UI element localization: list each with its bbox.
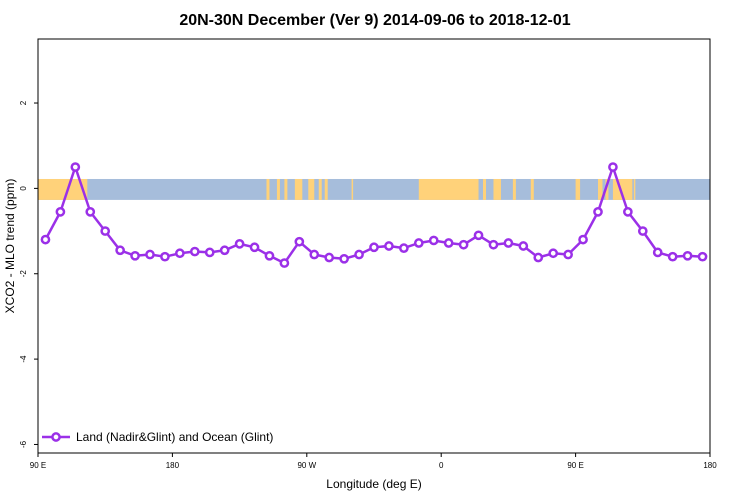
data-point (533, 252, 544, 263)
data-point (189, 246, 200, 257)
data-point (160, 251, 170, 262)
x-tick-label: 90 W (297, 461, 316, 470)
land-segment (308, 178, 315, 200)
data-point (324, 252, 335, 263)
data-point (608, 162, 618, 172)
land-segment (324, 178, 328, 200)
x-tick-label: 0 (439, 461, 444, 470)
land-segment (575, 178, 581, 200)
series-layer (40, 162, 708, 268)
data-point (55, 207, 66, 217)
data-point (488, 239, 499, 250)
data-point (249, 242, 260, 253)
data-point (204, 247, 215, 258)
x-tick-label: 90 E (567, 461, 583, 470)
y-axis: 2 0 -2 -4 -6 (19, 100, 38, 448)
data-point (100, 226, 111, 236)
y-tick-label: 0 (19, 186, 28, 191)
land-segment (483, 178, 486, 200)
data-point (503, 238, 514, 248)
land-segment (294, 178, 303, 200)
data-point (234, 239, 245, 249)
data-point (399, 243, 409, 253)
land-segment (598, 178, 603, 200)
data-point (473, 230, 484, 241)
data-point (115, 245, 125, 256)
data-point (279, 258, 290, 268)
x-axis-label: Longitude (deg E) (326, 477, 421, 491)
data-point (428, 235, 439, 246)
legend: Land (Nadir&Glint) and Ocean (Glint) (42, 430, 273, 444)
data-point (682, 250, 693, 261)
y-tick-label: 2 (19, 100, 28, 105)
land-segment (318, 178, 322, 200)
y-tick-label: -4 (19, 355, 28, 363)
data-point (175, 248, 185, 259)
land-segment (493, 178, 501, 200)
land-segment (351, 178, 354, 200)
ocean-band (38, 178, 710, 200)
land-segment (284, 178, 288, 200)
land-segment (418, 178, 479, 200)
legend-label: Land (Nadir&Glint) and Ocean (Glint) (76, 430, 273, 444)
data-point (264, 250, 275, 261)
land-segment (276, 178, 280, 200)
data-point (443, 238, 454, 248)
y-tick-label: -6 (19, 440, 28, 448)
data-point (369, 242, 379, 253)
data-point (145, 249, 155, 260)
land-segment (605, 178, 609, 200)
x-tick-label: 90 E (30, 461, 46, 470)
land-segment (633, 178, 636, 200)
data-point (339, 253, 349, 264)
y-tick-label: -2 (19, 270, 28, 278)
legend-marker (51, 432, 61, 442)
data-point (458, 239, 469, 250)
x-axis: 90 E 180 90 W 0 90 E 180 (30, 453, 717, 470)
data-point (413, 238, 424, 248)
chart-title: 20N-30N December (Ver 9) 2014-09-06 to 2… (179, 12, 570, 29)
data-point (219, 245, 230, 256)
plot-frame (37, 38, 711, 454)
data-point (667, 251, 678, 262)
land-segment (38, 178, 88, 200)
data-point (384, 241, 394, 251)
data-point (563, 249, 573, 260)
land-segment (512, 178, 516, 200)
data-point (294, 236, 305, 247)
data-point (85, 207, 96, 217)
data-point (637, 226, 648, 236)
data-point (593, 207, 603, 217)
x-tick-label: 180 (166, 461, 180, 470)
data-point (354, 249, 364, 260)
data-point (578, 234, 588, 245)
data-point (548, 248, 559, 259)
data-point (70, 162, 81, 172)
data-point (518, 241, 529, 251)
x-tick-label: 180 (703, 461, 717, 470)
land-ocean-band (38, 178, 710, 200)
land-segment (530, 178, 534, 200)
data-point (309, 249, 320, 260)
y-axis-label: XCO2 - MLO trend (ppm) (3, 179, 17, 314)
data-point (652, 247, 663, 258)
data-point (623, 207, 633, 217)
land-segment (266, 178, 270, 200)
data-point (697, 251, 708, 262)
data-point (130, 250, 140, 261)
data-point (40, 234, 51, 245)
